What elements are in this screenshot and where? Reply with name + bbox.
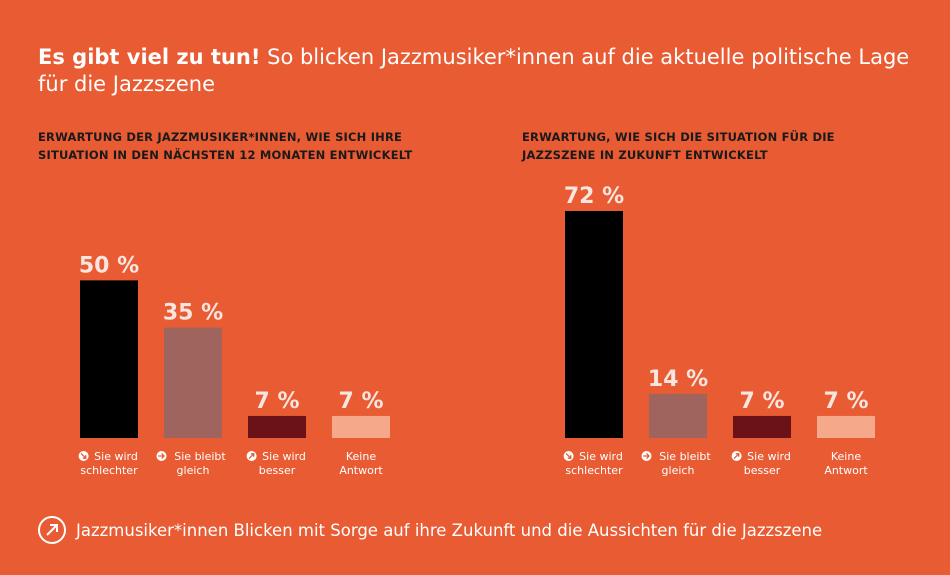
right-value-label-keine-antwort: 7 % (823, 389, 868, 414)
left-value-label-gleich: 35 % (163, 301, 223, 326)
arrow-up-right-icon (731, 451, 742, 461)
right-value-label-besser: 7 % (739, 389, 784, 414)
title-rest: So blicken Jazzmusiker*innen auf die akt… (38, 45, 910, 96)
arrow-right-icon (156, 451, 167, 461)
left-value-label-keine-antwort: 7 % (338, 389, 383, 414)
left-bar-keine-antwort (332, 415, 390, 438)
arrow-down-right-icon (563, 451, 574, 461)
left-bar-schlechter (80, 280, 138, 438)
right-category-label-schlechter-line1: Sie wird (579, 450, 623, 463)
right-category-label-keine-antwort-line1: Keine (831, 450, 861, 463)
page-title: Es gibt viel zu tun! So blicken Jazzmusi… (38, 44, 918, 98)
right-value-label-schlechter: 72 % (564, 184, 624, 209)
right-category-label-besser-line2: besser (744, 464, 781, 477)
arrow-down-right-icon (78, 451, 89, 461)
left-category-label-keine-antwort-line2: Antwort (339, 464, 383, 477)
arrow-right-icon (641, 451, 652, 461)
left-category-label-gleich-line1: Sie bleibt (174, 450, 226, 463)
left-category-label-schlechter-line2: schlechter (80, 464, 138, 477)
right-category-label-besser-line1: Sie wird (747, 450, 791, 463)
arrow-up-right-icon (38, 516, 66, 544)
left-category-label-keine-antwort-line1: Keine (346, 450, 376, 463)
left-category-label-besser-line2: besser (259, 464, 296, 477)
left-value-label-schlechter: 50 % (79, 253, 139, 278)
right-category-label-gleich-line1: Sie bleibt (659, 450, 711, 463)
right-bar-besser (733, 415, 791, 438)
footer: Jazzmusiker*innen Blicken mit Sorge auf … (38, 514, 822, 546)
left-bar-besser (248, 415, 306, 438)
right-bar-keine-antwort (817, 415, 875, 438)
left-category-label-schlechter-line1: Sie wird (94, 450, 138, 463)
right-value-label-gleich: 14 % (648, 367, 708, 392)
left-value-label-besser: 7 % (254, 389, 299, 414)
right-bar-gleich (649, 393, 707, 438)
title-bold: Es gibt viel zu tun! (38, 45, 261, 69)
left-category-label-besser-line1: Sie wird (262, 450, 306, 463)
arrow-up-right-icon (246, 451, 257, 461)
chart-left-title: ERWARTUNG DER JAZZMUSIKER*INNEN, WIE SIC… (38, 130, 413, 162)
right-category-label-keine-antwort-line2: Antwort (824, 464, 868, 477)
footer-text: Jazzmusiker*innen Blicken mit Sorge auf … (76, 520, 823, 540)
left-category-label-gleich-line2: gleich (177, 464, 210, 477)
chart-right-title: ERWARTUNG, WIE SICH DIE SITUATION FÜR DI… (522, 130, 835, 162)
left-bar-gleich (164, 327, 222, 438)
right-bar-schlechter (565, 211, 623, 438)
right-category-label-gleich-line2: gleich (662, 464, 695, 477)
right-category-label-schlechter-line2: schlechter (565, 464, 623, 477)
